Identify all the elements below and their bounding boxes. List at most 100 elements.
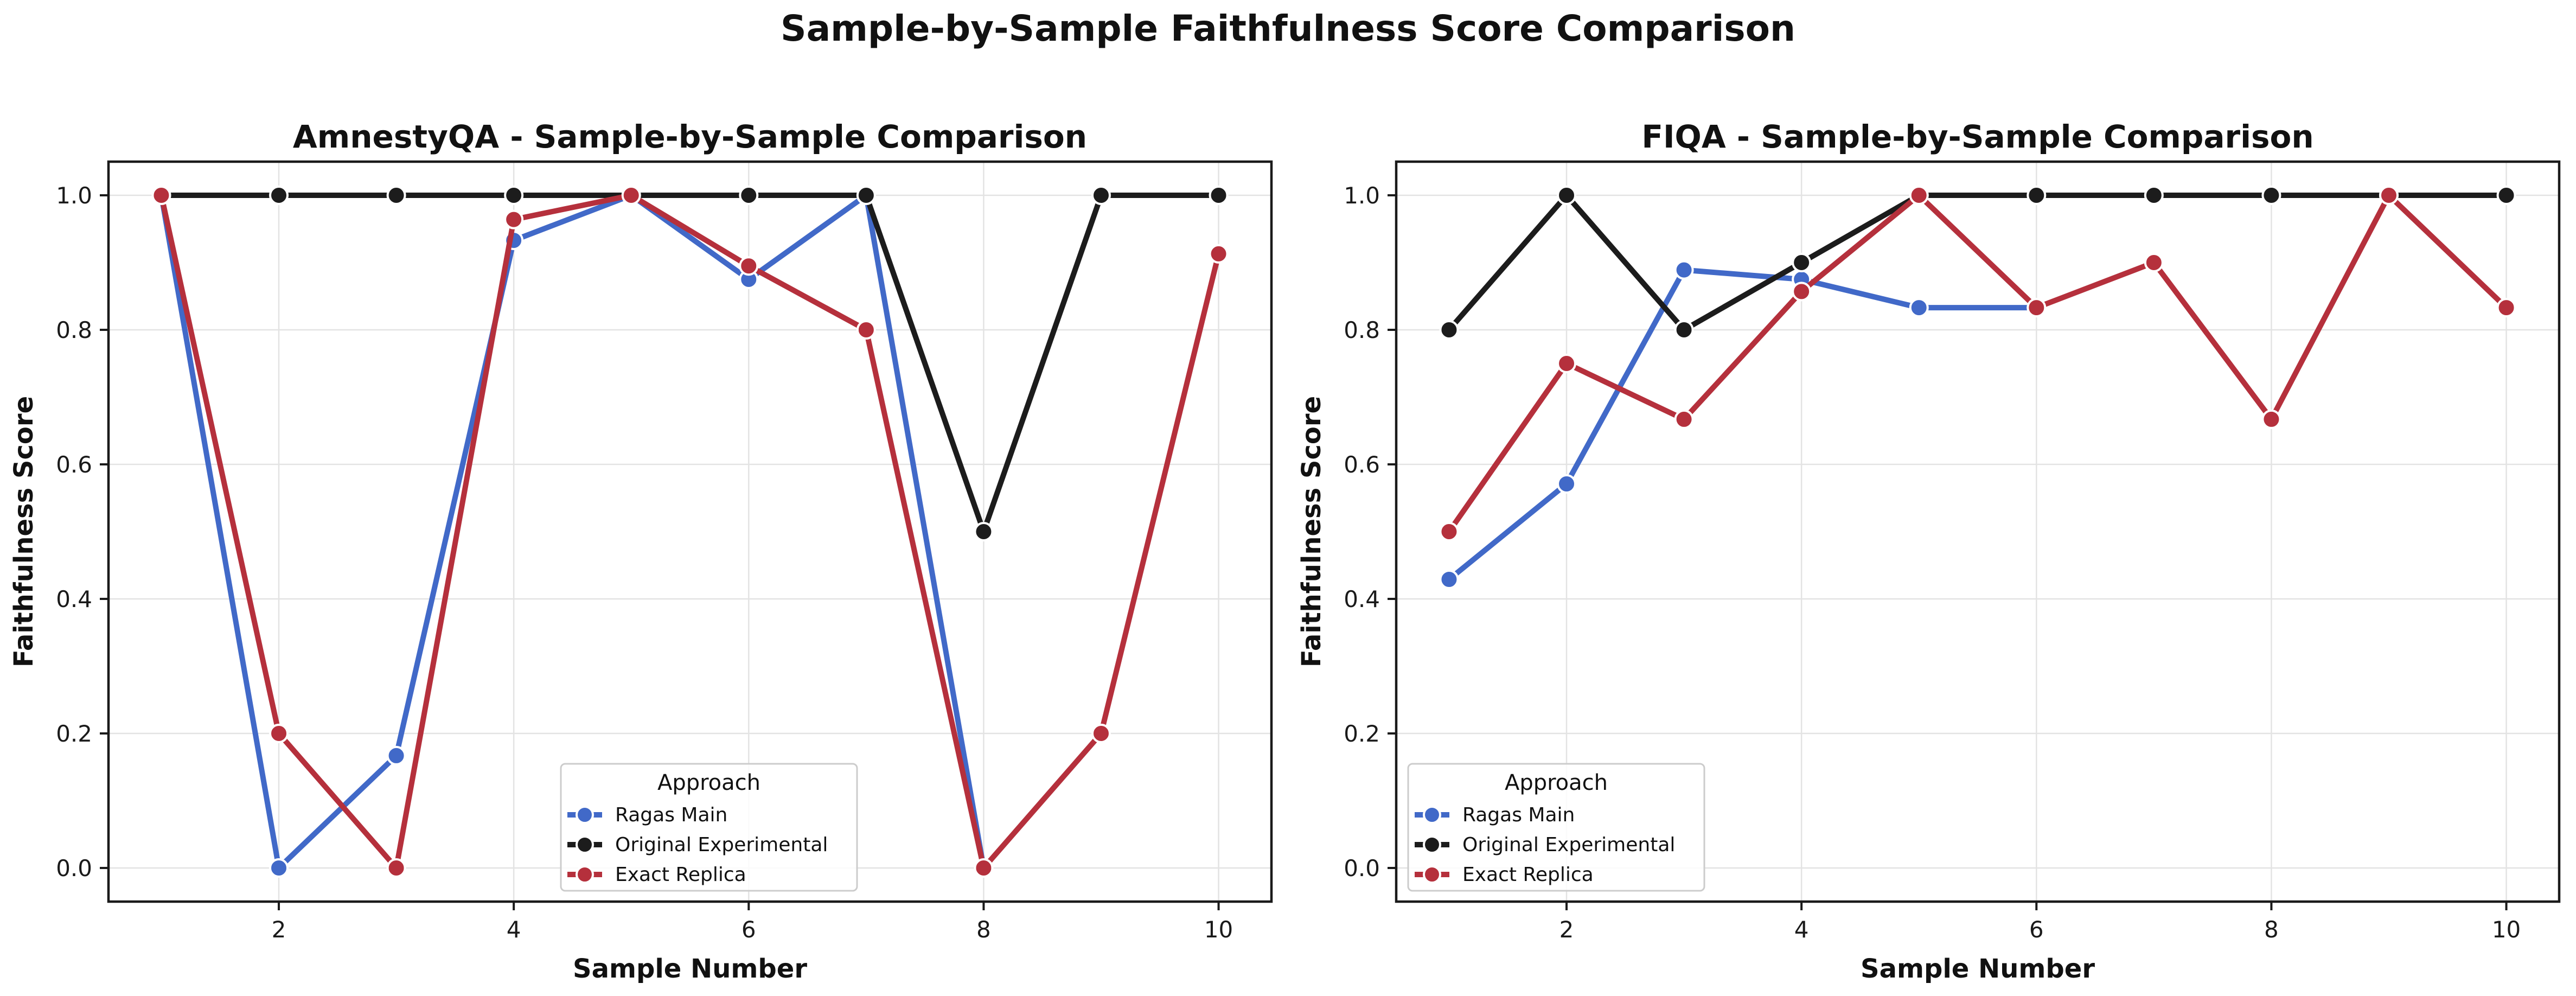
data-point [1439,522,1459,541]
data-point [974,858,994,878]
data-point [1091,186,1111,205]
data-point [386,745,406,765]
y-tick-label: 1.0 [1344,182,1380,209]
legend-swatch-marker [1423,865,1441,884]
data-point [2261,409,2281,429]
data-point [739,186,759,205]
legend-swatch-marker [576,806,594,824]
data-point [1557,354,1577,373]
y-tick-label: 0.0 [56,855,92,882]
data-point [1674,260,1694,280]
x-tick-label: 10 [1204,916,1233,943]
data-point [151,186,171,205]
x-tick-label: 10 [2492,916,2521,943]
y-tick-label: 0.6 [1344,451,1380,478]
data-point [269,186,289,205]
data-point [1209,186,1229,205]
data-point [504,209,524,229]
x-tick-label: 2 [1559,916,1574,943]
series-line [158,193,1222,871]
data-point [386,858,406,878]
data-point [2144,253,2164,272]
data-point [504,186,524,205]
figure-title-container: Sample-by-Sample Faithfulness Score Comp… [0,8,2576,49]
data-point [1091,724,1111,743]
legend-label: Original Experimental [615,834,828,856]
y-axis-label: Faithfulness Score [1296,396,1327,667]
y-tick-label: 0.8 [1344,317,1380,343]
legend-box [560,763,858,892]
y-tick-label: 0.0 [1344,855,1380,882]
data-point [2144,186,2164,205]
data-point [856,186,876,205]
chart-title: AmnestyQA - Sample-by-Sample Comparison [293,118,1087,155]
x-tick-label: 6 [2029,916,2044,943]
data-point [974,522,994,541]
x-tick-label: 8 [2264,916,2279,943]
plot-frame [107,160,1273,903]
data-point [1674,409,1694,429]
legend-swatch-marker [1423,835,1441,854]
data-point [2261,186,2281,205]
chart-panel-1: 2 4 6 8 10 0.0 0.2 0.4 0.6 0.8 1.0 AmnestyQA - Samp… [9,118,1273,984]
legend: Approach Ragas Main Original Experimental E… [560,763,858,892]
legend-label: Ragas Main [615,804,727,826]
x-axis-label: Sample Number [573,954,807,984]
data-point [1909,186,1929,205]
legend-swatch-marker [576,865,594,884]
legend-title: Approach [1505,770,1608,795]
legend: Approach Ragas Main Original Experimental E… [1407,763,1705,892]
legend-swatch-marker [1423,806,1441,824]
y-tick-label: 0.6 [56,451,92,478]
series-line [1446,193,2509,534]
data-point [621,186,641,205]
data-point [269,724,289,743]
chart-title: FIQA - Sample-by-Sample Comparison [1641,118,2313,155]
x-tick-label: 4 [1794,916,1809,943]
legend-label: Exact Replica [1462,864,1594,886]
data-point [1792,282,1812,302]
data-point [1909,298,1929,318]
series-line [1446,193,2509,333]
legend-label: Original Experimental [1462,834,1675,856]
data-point [1674,320,1694,340]
x-axis-label: Sample Number [1861,954,2095,984]
legend-title: Approach [657,770,760,795]
data-point [2379,186,2399,205]
chart-panel-2: 2 4 6 8 10 0.0 0.2 0.4 0.6 0.8 1.0 FIQA - Sample-by… [1296,118,2561,984]
x-tick-label: 2 [272,916,286,943]
data-point [1557,186,1577,205]
data-point [2027,186,2047,205]
y-axis-label: Faithfulness Score [9,396,39,667]
data-point [2027,298,2047,318]
data-point [386,186,406,205]
y-tick-label: 1.0 [56,182,92,209]
y-tick-label: 0.4 [1344,586,1380,612]
legend-box [1407,763,1705,892]
y-tick-label: 0.2 [1344,720,1380,747]
data-point [1439,570,1459,590]
data-point [2496,186,2516,205]
data-point [2496,298,2516,318]
data-point [1557,474,1577,494]
data-point [856,320,876,340]
series-line [158,193,987,871]
series-line [1446,267,2040,583]
x-tick-label: 4 [507,916,521,943]
data-point [1439,320,1459,340]
data-point [1209,244,1229,264]
y-tick-label: 0.4 [56,586,92,612]
x-tick-label: 6 [742,916,756,943]
figure-title: Sample-by-Sample Faithfulness Score Comp… [781,8,1795,49]
y-tick-label: 0.8 [56,317,92,343]
y-tick-label: 0.2 [56,720,92,747]
plot-frame [1395,160,2561,903]
legend-label: Exact Replica [615,864,746,886]
x-tick-label: 8 [976,916,991,943]
legend-label: Ragas Main [1462,804,1575,826]
data-point [269,858,289,878]
series-line [158,193,1222,534]
data-point [1792,253,1812,272]
